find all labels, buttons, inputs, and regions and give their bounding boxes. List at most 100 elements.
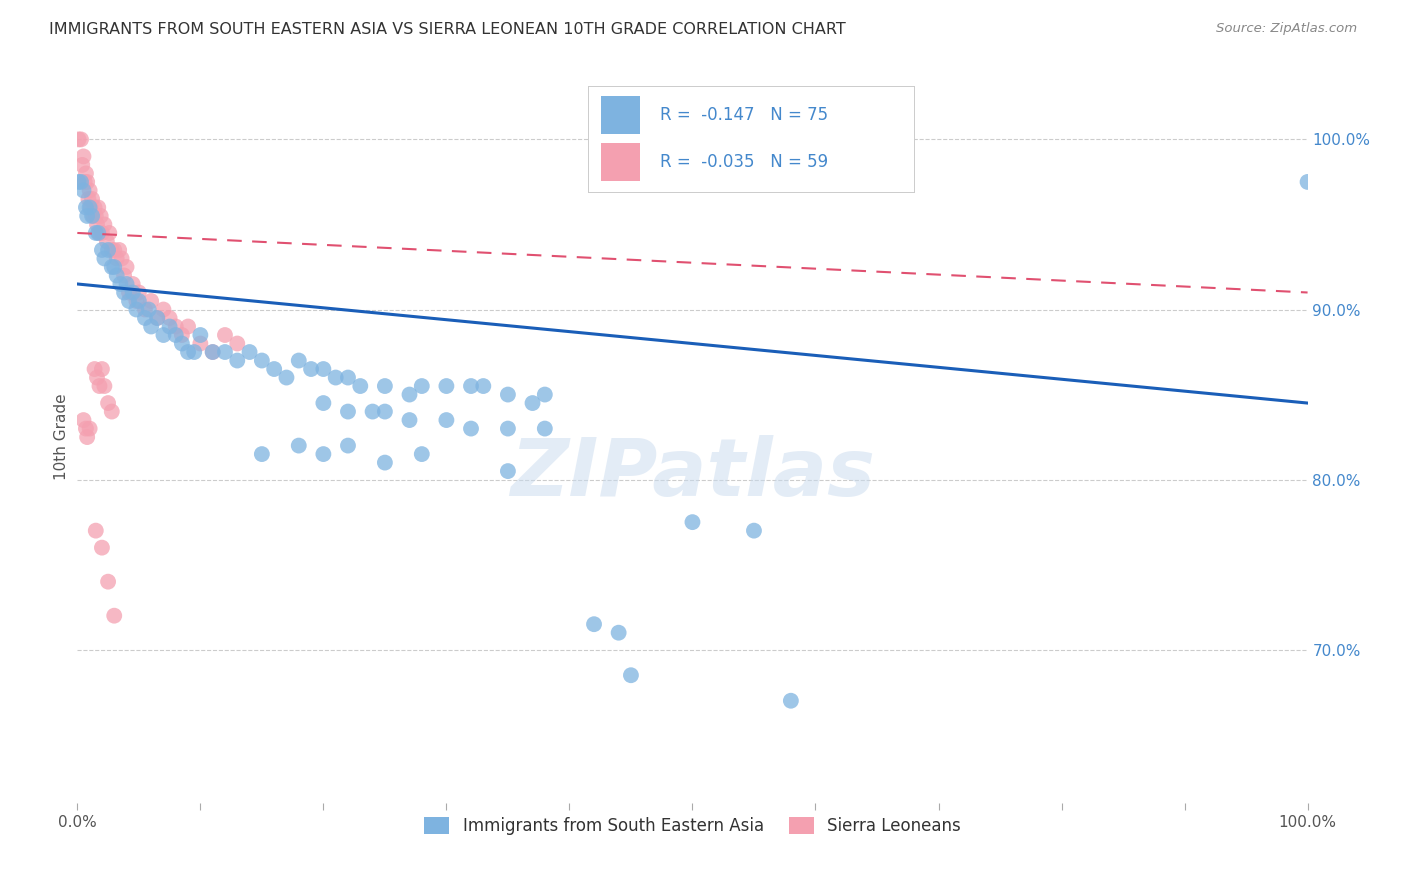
Point	[118, 293, 141, 308]
Point	[83, 362, 105, 376]
Point	[112, 268, 135, 283]
Point	[411, 447, 433, 461]
Point	[70, 175, 93, 189]
Point	[97, 243, 120, 257]
Point	[67, 175, 90, 189]
Point	[134, 302, 156, 317]
Point	[325, 370, 347, 384]
Point	[83, 201, 105, 215]
Point	[534, 387, 557, 401]
Point	[90, 541, 114, 555]
Point	[534, 421, 557, 435]
Point	[82, 192, 104, 206]
Point	[496, 421, 519, 435]
Point	[73, 175, 96, 189]
Point	[583, 617, 606, 632]
Point	[226, 353, 249, 368]
Point	[75, 201, 97, 215]
Point	[349, 379, 371, 393]
Point	[374, 379, 396, 393]
Point	[72, 413, 94, 427]
Point	[101, 243, 124, 257]
Point	[121, 285, 143, 300]
Point	[853, 175, 876, 189]
Point	[214, 328, 236, 343]
Point	[250, 447, 273, 461]
Point	[742, 524, 765, 538]
Text: ZIPatlas: ZIPatlas	[510, 434, 875, 513]
Point	[79, 183, 101, 197]
Point	[361, 404, 384, 418]
Point	[110, 277, 132, 291]
Point	[134, 311, 156, 326]
Point	[67, 132, 90, 146]
Point	[226, 336, 249, 351]
Point	[93, 379, 115, 393]
Point	[105, 268, 128, 283]
Point	[90, 243, 114, 257]
Point	[76, 175, 98, 189]
Point	[84, 209, 107, 223]
Point	[288, 439, 311, 453]
Point	[201, 345, 224, 359]
Point	[86, 370, 108, 384]
Point	[86, 218, 108, 232]
Point	[250, 353, 273, 368]
Point	[177, 345, 200, 359]
Point	[337, 404, 360, 418]
Point	[128, 293, 150, 308]
Point	[105, 252, 128, 266]
Point	[312, 362, 335, 376]
Point	[72, 183, 94, 197]
Point	[496, 387, 519, 401]
Point	[70, 158, 93, 172]
Point	[103, 260, 125, 274]
Point	[159, 311, 181, 326]
Point	[79, 201, 101, 215]
Point	[374, 456, 396, 470]
Point	[87, 226, 110, 240]
Point	[141, 293, 163, 308]
Point	[118, 285, 141, 300]
Point	[90, 362, 114, 376]
Point	[98, 226, 121, 240]
Point	[103, 243, 125, 257]
Point	[152, 302, 174, 317]
Point	[128, 285, 150, 300]
Point	[165, 328, 187, 343]
Point	[496, 464, 519, 478]
Point	[312, 447, 335, 461]
Point	[620, 668, 643, 682]
Point	[804, 175, 827, 189]
Point	[121, 277, 143, 291]
Point	[93, 218, 115, 232]
Point	[84, 226, 107, 240]
Point	[411, 379, 433, 393]
Point	[312, 396, 335, 410]
Point	[239, 345, 262, 359]
Point	[97, 396, 120, 410]
Point	[472, 379, 495, 393]
Point	[76, 209, 98, 223]
Point	[146, 311, 169, 326]
Point	[82, 209, 104, 223]
Point	[780, 694, 803, 708]
Point	[97, 574, 120, 589]
Point	[103, 608, 125, 623]
Point	[70, 132, 93, 146]
Point	[682, 515, 704, 529]
Y-axis label: 10th Grade: 10th Grade	[53, 393, 69, 481]
Point	[1296, 175, 1319, 189]
Point	[522, 396, 544, 410]
Point	[115, 277, 138, 291]
Point	[89, 379, 111, 393]
Point	[337, 439, 360, 453]
Point	[90, 209, 112, 223]
Point	[460, 379, 482, 393]
Point	[398, 413, 420, 427]
Point	[201, 345, 224, 359]
Point	[93, 252, 115, 266]
Point	[436, 413, 458, 427]
Point	[183, 345, 205, 359]
Point	[146, 311, 169, 326]
